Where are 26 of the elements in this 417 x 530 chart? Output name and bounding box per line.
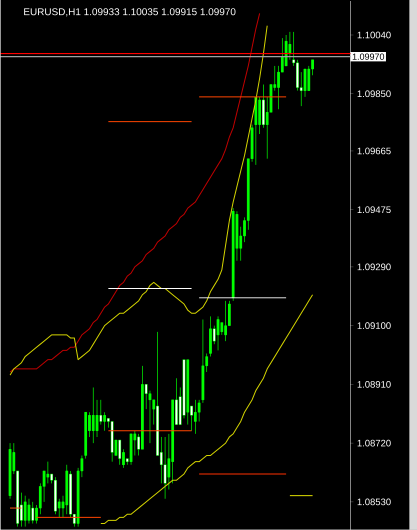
candlestick xyxy=(103,412,106,432)
y-tick-label: 1.08720 xyxy=(357,440,391,446)
y-tick-label: 1.10040 xyxy=(357,32,391,38)
y-tick-label: 1.09100 xyxy=(357,322,391,329)
candlestick xyxy=(118,440,121,466)
candlestick xyxy=(198,399,200,422)
y-tick-label: 1.09665 xyxy=(357,148,391,154)
candlestick xyxy=(46,461,50,484)
candlestick xyxy=(220,322,224,336)
y-tick-label: 1.09850 xyxy=(357,90,391,98)
y-tick-label: 1.08530 xyxy=(357,498,391,506)
candlestick xyxy=(164,436,166,500)
candlestick xyxy=(303,68,306,98)
candlestick xyxy=(27,498,30,524)
candlestick xyxy=(194,399,197,434)
candlestick xyxy=(216,316,220,351)
y-tick-label: 1.08910 xyxy=(357,381,391,388)
ref-line-label: 1.09970 xyxy=(352,53,384,60)
text: EURUSD,H1 1.09933 1.10035 1.09915 1.09970 xyxy=(24,8,236,16)
candlestick xyxy=(95,399,98,438)
candlestick xyxy=(24,495,26,527)
candlestick xyxy=(31,502,34,524)
candlestick xyxy=(224,300,227,342)
candlestick xyxy=(92,387,94,444)
y-tick-label: 1.09290 xyxy=(357,264,391,270)
y-tick-label: 1.09475 xyxy=(357,206,391,214)
